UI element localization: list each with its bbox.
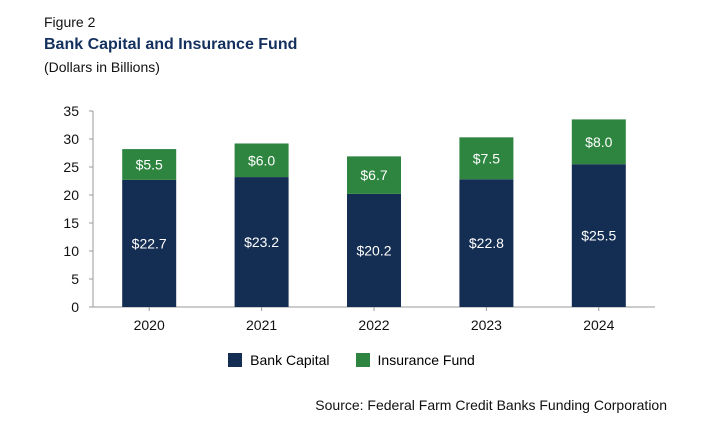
data-label: $7.5 [473,150,500,166]
y-tick-label: 25 [63,159,79,175]
data-label: $6.0 [248,152,275,168]
bar-insurance-fund [571,119,626,165]
figure-label: Figure 2 [44,14,96,30]
x-tick-label: 2024 [583,317,614,333]
legend-swatch [228,353,243,367]
data-label: $5.5 [136,156,163,172]
data-label: $23.2 [244,234,279,250]
data-label: $8.0 [585,134,612,150]
bar-insurance-fund [459,137,514,180]
data-label: $22.7 [132,235,167,251]
y-tick-label: 20 [63,187,79,203]
legend-label: Insurance Fund [377,352,475,368]
data-label: $20.2 [356,242,391,258]
legend: Bank Capital Insurance Fund [0,352,703,368]
bar-insurance-fund [347,156,401,194]
chart-title: Bank Capital and Insurance Fund [44,36,298,53]
bar-bank-capital [234,177,289,307]
legend-item-insurance-fund: Insurance Fund [355,352,475,368]
data-label: $25.5 [581,228,616,244]
x-tick-label: 2023 [471,317,502,333]
y-tick-label: 35 [63,103,79,119]
bar-bank-capital [459,179,514,307]
legend-label: Bank Capital [250,352,330,368]
y-tick-label: 10 [63,243,79,259]
x-tick-label: 2022 [358,317,389,333]
x-tick-label: 2021 [246,317,277,333]
bar-bank-capital [571,164,626,307]
chart-subtitle: (Dollars in Billions) [44,59,160,75]
legend-item-bank-capital: Bank Capital [228,352,330,368]
bar-bank-capital [122,179,177,307]
source-note: Source: Federal Farm Credit Banks Fundin… [315,397,667,413]
bar-bank-capital [347,193,401,307]
y-tick-label: 15 [63,215,79,231]
bar-insurance-fund [234,143,289,178]
y-tick-label: 30 [63,131,79,147]
data-label: $6.7 [360,167,387,183]
legend-swatch [355,353,370,367]
y-tick-label: 0 [71,299,79,315]
bar-insurance-fund [122,149,177,180]
y-tick-label: 5 [71,271,79,287]
data-label: $22.8 [469,235,504,251]
x-tick-label: 2020 [134,317,165,333]
